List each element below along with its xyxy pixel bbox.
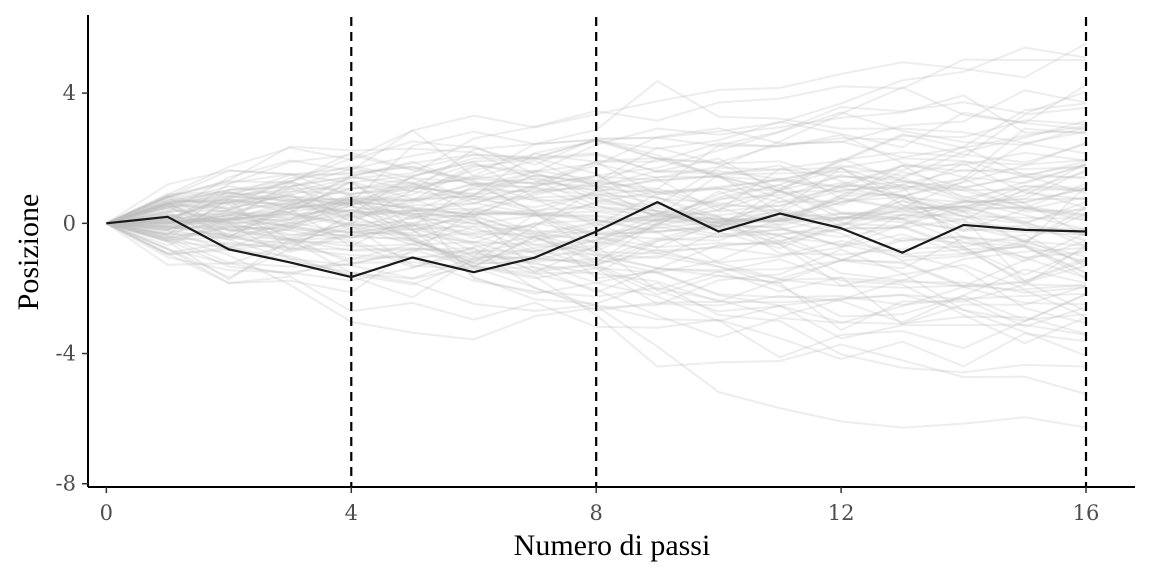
y-tick-label: -4 — [56, 342, 76, 366]
background-walk-line — [106, 160, 1087, 225]
background-walk-line — [106, 188, 1087, 231]
background-walk-line — [106, 195, 1087, 340]
x-tick-label: 12 — [828, 501, 855, 525]
background-walk-line — [106, 168, 1087, 261]
y-axis-title: Posizione — [12, 194, 45, 311]
background-walk-line — [106, 142, 1087, 236]
y-tick-label: 4 — [63, 81, 76, 105]
background-walk-line — [106, 83, 1087, 225]
background-walk-line — [106, 159, 1087, 225]
background-walk-line — [106, 141, 1087, 253]
x-tick-label: 8 — [590, 501, 603, 525]
x-tick-label: 16 — [1073, 501, 1100, 525]
background-walk-line — [106, 180, 1087, 241]
background-walk-line — [105, 152, 1087, 244]
background-walk-line — [106, 127, 1087, 228]
x-tick-label: 0 — [100, 501, 113, 525]
highlighted-walk-line — [106, 201, 1087, 279]
background-walk-line — [106, 90, 1087, 225]
background-walk-line — [106, 217, 1087, 283]
background-walk-line — [106, 211, 1087, 325]
background-walk-line — [106, 146, 1087, 228]
background-walk-line — [106, 119, 1087, 246]
background-walk-line — [106, 218, 1087, 282]
y-tick-label: -8 — [56, 472, 76, 496]
background-walk-line — [105, 222, 1087, 395]
background-walk-line — [106, 209, 1087, 275]
x-tick-label: 4 — [345, 501, 358, 525]
background-walk-line — [106, 157, 1087, 232]
background-walk-line — [106, 170, 1087, 235]
background-walk-line — [106, 119, 1087, 228]
background-walk-line — [106, 89, 1087, 225]
background-walk-line — [106, 199, 1087, 332]
y-tick-label: 0 — [63, 211, 76, 235]
background-walk-line — [106, 168, 1087, 286]
background-walk-line — [106, 164, 1087, 265]
reference-lines — [350, 17, 1088, 487]
background-walk-line — [105, 222, 1087, 368]
ticks: 0 4 8 12 16 -8 -4 0 4 — [56, 81, 1100, 525]
background-walk-line — [105, 194, 1087, 284]
background-walk-line — [106, 182, 1087, 263]
background-walk-line — [106, 184, 1087, 287]
background-walk-line — [106, 164, 1087, 225]
background-walk-line — [106, 124, 1087, 237]
x-axis-title: Numero di passi — [514, 529, 711, 562]
highlighted-walk — [106, 201, 1087, 279]
background-walk-line — [106, 102, 1087, 239]
background-walk-line — [106, 185, 1087, 280]
background-walk-line — [106, 214, 1087, 345]
background-walk-line — [106, 211, 1087, 318]
background-walk-line — [106, 175, 1087, 225]
background-walk-line — [105, 190, 1087, 268]
background-walk-line — [106, 179, 1087, 328]
background-walk-line — [106, 208, 1087, 324]
background-walk-line — [105, 133, 1087, 225]
